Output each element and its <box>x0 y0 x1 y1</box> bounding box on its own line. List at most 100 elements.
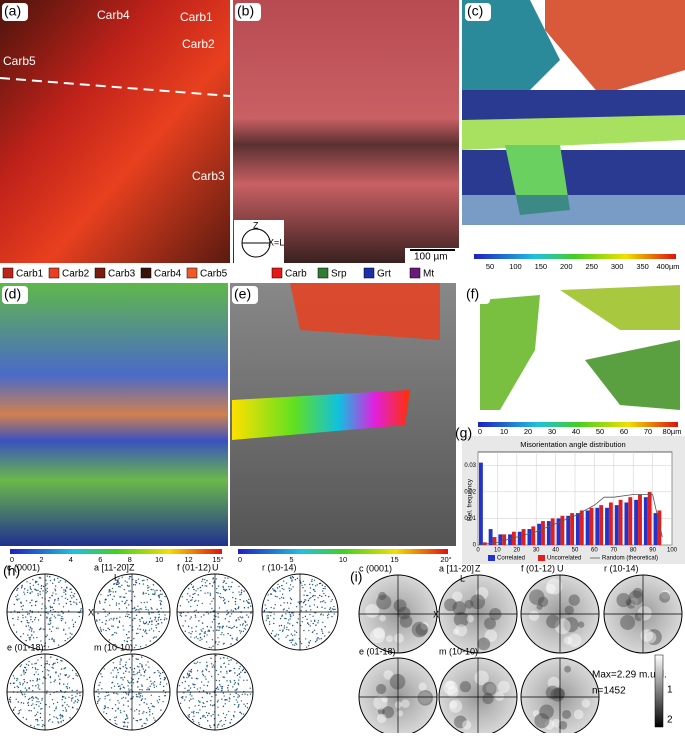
pole-dot <box>237 682 239 685</box>
legend-label: Correlated <box>497 556 525 562</box>
pole-dot <box>140 718 142 721</box>
pole-dot <box>158 597 161 599</box>
pole-dot <box>220 665 222 668</box>
pole-dot <box>69 632 72 634</box>
pole-dot <box>225 714 228 716</box>
density-blob <box>411 621 428 638</box>
pole-dot <box>29 680 32 682</box>
pole-dot <box>221 627 224 629</box>
density-blob <box>396 710 404 717</box>
density-blob <box>551 718 561 728</box>
pole-dot <box>135 719 137 722</box>
pole-dot <box>283 602 285 604</box>
pole-dot <box>39 712 42 715</box>
pole-dot <box>154 619 156 621</box>
pole-dot <box>292 576 295 579</box>
grain <box>232 390 410 440</box>
pole-dot <box>135 695 138 698</box>
pole-dot <box>151 612 153 614</box>
density-blob <box>536 603 543 610</box>
pole-dot <box>71 689 73 692</box>
pole-dot <box>103 711 105 713</box>
density-blob <box>482 681 497 696</box>
pole-dot <box>143 675 145 677</box>
pole-dot <box>143 671 146 674</box>
pole-dot <box>64 589 67 591</box>
bar <box>566 515 571 545</box>
pole-dot <box>197 588 199 590</box>
pole-dot <box>128 613 130 616</box>
pole-dot <box>112 591 114 593</box>
pole-dot <box>143 601 145 604</box>
pole-dot <box>132 682 135 684</box>
pole-dot <box>64 701 66 704</box>
x-tick-label: 50 <box>572 548 579 554</box>
pole-dot <box>53 639 55 641</box>
pole-dot <box>322 600 325 602</box>
pole-dot <box>219 627 221 629</box>
pole-dot <box>289 618 291 620</box>
pole-dot <box>76 675 79 677</box>
pole-dot <box>204 578 206 581</box>
pole-dot <box>195 609 197 611</box>
pole-dot <box>67 676 69 679</box>
pole-label: c (0001) <box>359 563 392 573</box>
pole-dot <box>111 634 113 636</box>
pole-dot <box>33 673 36 676</box>
pole-dot <box>216 686 219 688</box>
pole-dot <box>37 593 39 595</box>
pole-dot <box>312 622 314 625</box>
pole-dot <box>141 685 143 687</box>
pole-dot <box>309 639 312 642</box>
density-blob <box>415 623 429 636</box>
pole-dot <box>68 627 70 629</box>
pole-dot <box>28 613 31 615</box>
pole-dot <box>96 620 98 622</box>
pole-dot <box>225 588 228 591</box>
pole-dot <box>237 606 240 608</box>
pole-dot <box>139 620 141 623</box>
pole-dot <box>233 625 235 628</box>
pole-dot <box>45 607 47 609</box>
pole-dot <box>120 659 122 661</box>
legend-label: Carb5 <box>200 269 228 280</box>
pole-dot <box>148 613 150 615</box>
pole-dot <box>135 708 138 711</box>
pole-dot <box>235 608 237 611</box>
pole-dot <box>269 614 272 617</box>
pole-dot <box>135 658 137 660</box>
pole-dot <box>9 699 11 701</box>
pole-dot <box>232 610 234 612</box>
pole-dot <box>212 645 214 647</box>
pole-dot <box>206 626 209 628</box>
pole-dot <box>150 628 153 630</box>
pole-dot <box>209 592 211 595</box>
pole-dot <box>70 603 72 606</box>
pole-dot <box>147 587 149 589</box>
pole-dot <box>276 596 278 598</box>
pole-dot <box>61 698 63 701</box>
pole-dot <box>52 663 54 666</box>
colorbar-tick: 8 <box>128 555 132 564</box>
pole-dot <box>79 694 81 697</box>
pole-dot <box>71 694 73 697</box>
pole-dot <box>24 695 26 698</box>
pole-dot <box>15 698 17 700</box>
pole-dot <box>123 676 126 678</box>
pole-dot <box>230 627 233 629</box>
pole-dot <box>301 584 303 587</box>
pole-dot <box>199 633 201 635</box>
pole-dot <box>20 602 22 604</box>
pole-dot <box>20 620 23 623</box>
pole-dot <box>42 585 45 588</box>
pole-dot <box>101 688 103 690</box>
pole-dot <box>211 607 213 610</box>
pole-dot <box>135 581 138 584</box>
pole-dot <box>39 591 41 593</box>
legend-swatch <box>409 267 421 279</box>
boundary-line <box>0 77 231 97</box>
pole-dot <box>119 663 121 665</box>
density-blob <box>497 680 510 694</box>
pole-dot <box>311 583 314 586</box>
pole-dot <box>188 685 190 687</box>
